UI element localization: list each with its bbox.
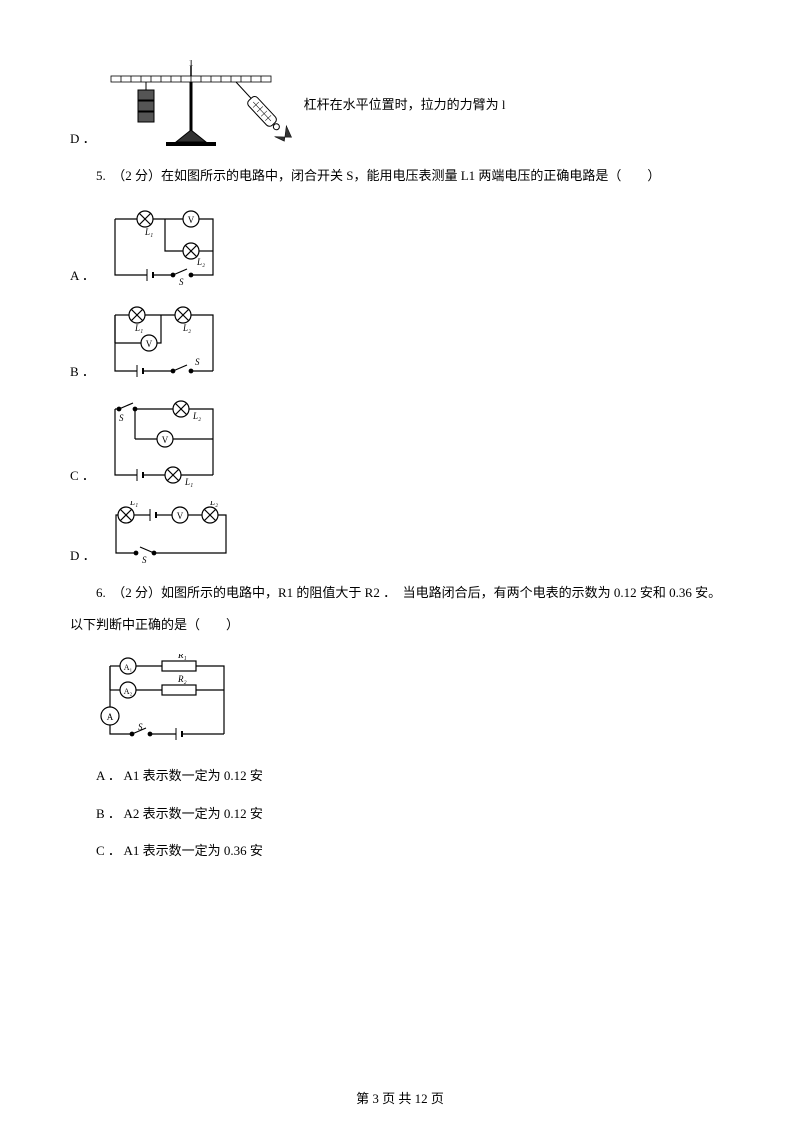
q4-option-d: D ． 1 xyxy=(70,60,730,150)
svg-text:V: V xyxy=(176,511,183,521)
q5-circuit-a: V L₁ L₂ S xyxy=(105,205,225,287)
q6-circuit: A A₁ A₂ R₁ R₂ xyxy=(96,654,730,746)
svg-text:S: S xyxy=(138,722,143,732)
svg-text:V: V xyxy=(188,215,195,225)
q5-circuit-d: V L₁ L₂ S xyxy=(106,501,236,567)
svg-text:R₁: R₁ xyxy=(177,654,187,660)
svg-text:L₁: L₁ xyxy=(184,477,193,487)
page-footer: 第 3 页 共 12 页 xyxy=(0,1087,800,1110)
svg-text:L₂: L₂ xyxy=(182,323,191,333)
q5-option-d: D ． V xyxy=(70,501,730,567)
q5-d-label: D ． xyxy=(70,544,96,567)
q5-option-b: B ． V L₁ xyxy=(70,301,730,383)
svg-text:S: S xyxy=(142,555,147,565)
q5-option-a: A ． V L₁ L₂ S xyxy=(70,205,730,287)
q6-opt-a: A ． A1 表示数一定为 0.12 安 xyxy=(96,764,730,787)
q6-opt-b: B ． A2 表示数一定为 0.12 安 xyxy=(96,802,730,825)
q6-opt-c: C ． A1 表示数一定为 0.36 安 xyxy=(96,839,730,862)
q4-label-1: 1 xyxy=(188,60,193,69)
q5-b-label: B ． xyxy=(70,360,95,383)
svg-text:L₁: L₁ xyxy=(134,323,143,333)
svg-text:L₁: L₁ xyxy=(129,501,138,507)
svg-text:S: S xyxy=(195,357,200,367)
q5-option-c: C ． V xyxy=(70,397,730,487)
q6-text-1: 6. （2 分）如图所示的电路中，R1 的阻值大于 R2 ． 当电路闭合后，有两… xyxy=(70,581,730,604)
q6-text-2: 以下判断中正确的是（ ） xyxy=(70,613,730,636)
svg-text:L₂: L₂ xyxy=(209,501,218,507)
q5-circuit-b: V L₁ L₂ S xyxy=(105,301,225,383)
svg-text:A: A xyxy=(107,712,114,722)
svg-text:A₁: A₁ xyxy=(124,663,133,672)
q5-circuit-c: V L₂ L₁ S xyxy=(105,397,225,487)
q5-a-label: A ． xyxy=(70,264,95,287)
q5-text: 5. （2 分）在如图所示的电路中，闭合开关 S，能用电压表测量 L1 两端电压… xyxy=(70,164,730,187)
svg-text:L₂: L₂ xyxy=(192,411,201,421)
q4-d-label: D ． xyxy=(70,127,96,150)
svg-text:S: S xyxy=(179,277,184,287)
svg-text:L₁: L₁ xyxy=(144,227,153,237)
q4-d-text: 杠杆在水平位置时，拉力的力臂为 l xyxy=(304,93,506,116)
svg-text:R₂: R₂ xyxy=(177,674,187,684)
svg-text:V: V xyxy=(146,339,153,349)
svg-text:S: S xyxy=(119,413,124,423)
svg-text:V: V xyxy=(162,435,169,445)
svg-text:A₂: A₂ xyxy=(124,687,133,696)
svg-text:L₂: L₂ xyxy=(196,257,205,267)
q4-lever-diagram: 1 xyxy=(106,60,296,150)
q5-c-label: C ． xyxy=(70,464,95,487)
